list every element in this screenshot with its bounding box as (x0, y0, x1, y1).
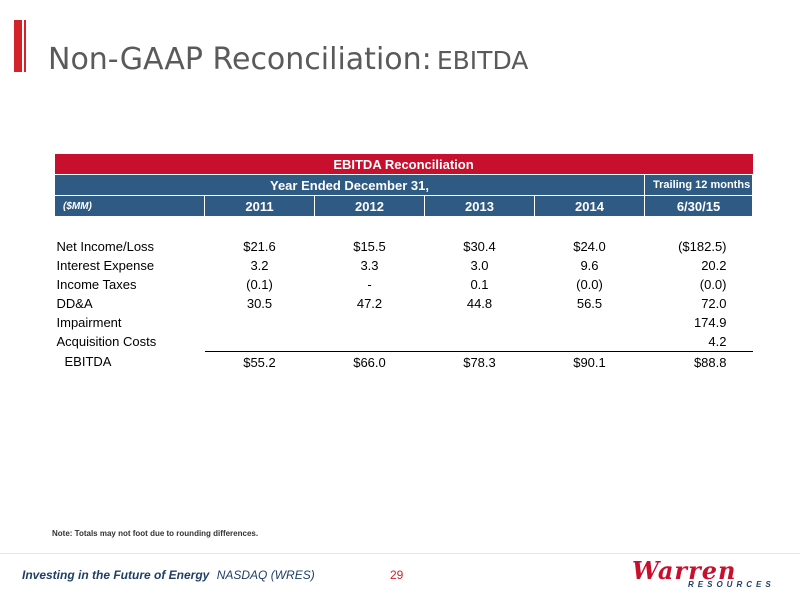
cell-value: 47.2 (356, 296, 383, 311)
footer: Investing in the Future of Energy NASDAQ… (22, 568, 315, 582)
cell-value: 44.8 (466, 296, 493, 311)
cell-value: (0.0) (576, 277, 603, 292)
units-label: ($MM) (54, 195, 205, 217)
cell-value (535, 332, 645, 352)
column-header: 2014 (534, 195, 645, 217)
footnote: Note: Totals may not foot due to roundin… (52, 529, 259, 538)
footer-tagline: Investing in the Future of Energy (22, 568, 210, 582)
logo-subtitle: RESOURCES (688, 580, 775, 589)
ebitda-reconciliation-table: EBITDA Reconciliation Year Ended Decembe… (54, 154, 753, 372)
cell-value (315, 332, 425, 352)
total-value: $66.0 (314, 351, 425, 372)
cell-value: 0.1 (470, 277, 489, 292)
table-heading-row: EBITDA Reconciliation (54, 154, 753, 175)
total-value: $88.8 (644, 351, 753, 372)
cell-value: 4.2 (708, 334, 727, 349)
table-row: Net Income/Loss $21.6 $15.5 $30.4 $24.0 … (55, 237, 753, 256)
cell-value: 174.9 (693, 315, 727, 330)
cell-value (205, 332, 315, 352)
total-value: $90.1 (534, 351, 645, 372)
row-label: DD&A (56, 296, 93, 311)
column-header: 2013 (424, 195, 535, 217)
ttm-label: Trailing 12 months (644, 174, 753, 196)
footer-divider (0, 553, 800, 554)
cell-value (425, 313, 535, 332)
row-label: Net Income/Loss (56, 239, 155, 254)
page-number: 29 (390, 568, 404, 582)
cell-value: 30.5 (246, 296, 273, 311)
cell-value: (0.1) (246, 277, 273, 292)
page-title-main: Non-GAAP Reconciliation: (48, 42, 432, 77)
column-header: 2012 (314, 195, 425, 217)
row-label: Interest Expense (56, 258, 155, 273)
cell-value: 72.0 (701, 296, 727, 311)
page-title: Non-GAAP Reconciliation: EBITDA (48, 42, 528, 77)
period-header-row: Year Ended December 31, Trailing 12 mont… (54, 174, 753, 196)
cell-value (425, 332, 535, 352)
cell-value: 9.6 (580, 258, 599, 273)
cell-value: $15.5 (353, 239, 386, 254)
total-row: EBITDA $55.2 $66.0 $78.3 $90.1 $88.8 (55, 351, 753, 372)
table-row: DD&A 30.5 47.2 44.8 56.5 72.0 (55, 294, 753, 313)
cell-value: (0.0) (699, 277, 727, 292)
footer-ticker: NASDAQ (WRES) (216, 568, 315, 582)
cell-value: ($182.5) (678, 239, 727, 254)
row-label: Income Taxes (56, 277, 137, 292)
cell-value: - (367, 277, 372, 292)
cell-value (315, 313, 425, 332)
period-label: Year Ended December 31, (54, 174, 645, 196)
cell-value (205, 313, 315, 332)
cell-value: 3.3 (360, 258, 379, 273)
title-accent-bar (14, 20, 26, 72)
cell-value: 3.0 (470, 258, 489, 273)
cell-value: $24.0 (573, 239, 606, 254)
table-heading: EBITDA Reconciliation (54, 154, 753, 175)
cell-value: $30.4 (463, 239, 496, 254)
total-label: EBITDA (64, 354, 112, 370)
table-row: Acquisition Costs 4.2 (55, 332, 753, 352)
cell-value: $21.6 (243, 239, 276, 254)
column-header: 2011 (204, 195, 315, 217)
total-value: $78.3 (424, 351, 535, 372)
cell-value: 20.2 (701, 258, 727, 273)
column-header-row: ($MM) 2011 2012 2013 2014 6/30/15 (54, 195, 753, 217)
total-value: $55.2 (204, 351, 315, 372)
cell-value: 3.2 (250, 258, 269, 273)
table-row: Impairment 174.9 (55, 313, 753, 332)
table-row: Income Taxes (0.1) - 0.1 (0.0) (0.0) (55, 275, 753, 294)
page-title-sub: EBITDA (436, 46, 529, 75)
table-row: Interest Expense 3.2 3.3 3.0 9.6 20.2 (55, 256, 753, 275)
warren-resources-logo: Warren RESOURCES (632, 556, 788, 592)
column-header: 6/30/15 (644, 195, 753, 217)
cell-value: 56.5 (576, 296, 603, 311)
cell-value (535, 313, 645, 332)
row-label: Acquisition Costs (56, 334, 157, 350)
row-label: Impairment (56, 315, 122, 330)
logo-wordmark: Warren (632, 556, 737, 585)
